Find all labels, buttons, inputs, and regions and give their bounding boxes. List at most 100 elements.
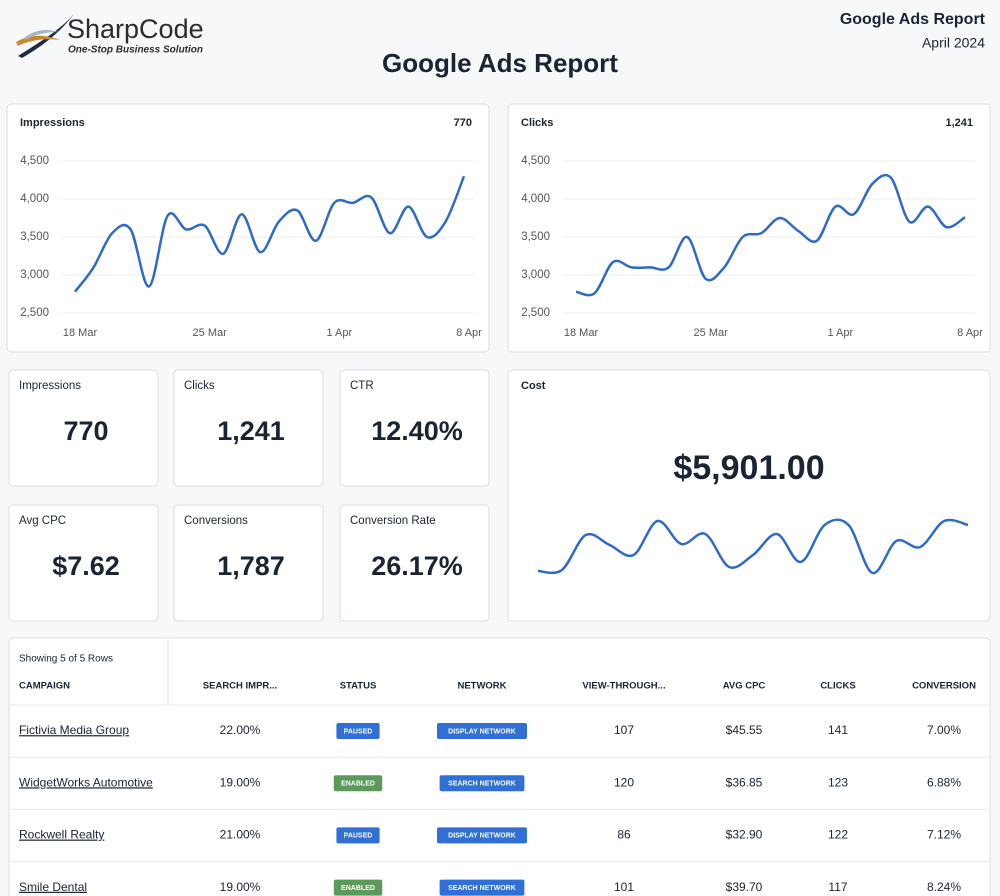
column-header: STATUS — [340, 681, 377, 692]
table-cell: 21.00% — [220, 828, 261, 842]
status-label: ENABLED — [341, 781, 375, 788]
campaign-link[interactable]: Smile Dental — [19, 880, 87, 894]
table-cell: 8.24% — [927, 880, 961, 894]
chart-title: Cost — [521, 380, 546, 392]
table-cell: 7.12% — [927, 828, 961, 842]
network-label: SEARCH NETWORK — [448, 781, 516, 788]
table-cell: 86 — [617, 828, 631, 842]
y-tick-label: 4,500 — [20, 155, 49, 167]
kpi-label: CTR — [350, 380, 374, 392]
column-header: VIEW-THROUGH... — [582, 681, 665, 692]
network-badge — [439, 879, 525, 896]
table-card — [8, 637, 991, 896]
chart-title: Impressions — [20, 117, 85, 129]
kpi-value: 1,241 — [217, 416, 285, 446]
y-tick-label: 3,000 — [20, 269, 49, 281]
network-label: SEARCH NETWORK — [448, 885, 516, 892]
x-tick-label: 25 Mar — [193, 327, 228, 339]
column-header: CAMPAIGN — [19, 681, 70, 692]
x-tick-label: 8 Apr — [456, 327, 482, 339]
y-tick-label: 2,500 — [521, 307, 550, 319]
y-tick-label: 2,500 — [20, 307, 49, 319]
chart-card — [507, 369, 991, 622]
chart-headline: $5,901.00 — [673, 449, 824, 487]
kpi-card — [339, 504, 490, 622]
chart-headline: 770 — [454, 117, 472, 129]
line — [575, 173, 966, 297]
chart-title: Clicks — [521, 117, 553, 129]
chart-card — [6, 103, 490, 353]
kpi-label: Conversion Rate — [350, 515, 436, 527]
status-label: PAUSED — [344, 833, 373, 840]
table-cell: 107 — [614, 723, 634, 737]
logo-tagline: One-Stop Business Solution — [68, 45, 203, 56]
x-tick-label: 18 Mar — [564, 327, 599, 339]
table-cell: 19.00% — [220, 880, 261, 894]
table-cell: $45.55 — [726, 723, 763, 737]
kpi-card — [339, 369, 490, 487]
y-tick-label: 3,000 — [521, 269, 550, 281]
table-cell: $36.85 — [726, 775, 763, 789]
network-label: DISPLAY NETWORK — [448, 833, 516, 840]
column-header: AVG CPC — [723, 681, 766, 692]
y-tick-label: 3,500 — [521, 231, 550, 243]
logo: SharpCode One-Stop Business Solution — [16, 14, 204, 58]
column-header: CLICKS — [820, 681, 855, 692]
status-badge — [333, 879, 383, 896]
table-caption: Showing 5 of 5 Rows — [19, 654, 113, 665]
campaign-link[interactable]: Fictivia Media Group — [19, 723, 129, 737]
network-badge — [439, 775, 525, 792]
chart-headline: 1,241 — [945, 117, 973, 129]
network-badge — [437, 723, 527, 739]
kpi-card — [173, 369, 324, 487]
table-cell: 141 — [828, 723, 848, 737]
status-label: PAUSED — [344, 728, 373, 735]
table-cell: 22.00% — [220, 723, 261, 737]
kpi-card — [173, 504, 324, 622]
table-cell: $39.70 — [726, 880, 763, 894]
table-cell: 117 — [828, 880, 847, 894]
table-cell: $32.90 — [726, 828, 763, 842]
network-label: DISPLAY NETWORK — [448, 728, 516, 735]
kpi-value: 1,787 — [217, 551, 285, 581]
status-badge — [336, 723, 380, 739]
x-tick-label: 1 Apr — [827, 327, 853, 339]
x-tick-label: 18 Mar — [63, 327, 98, 339]
network-badge — [437, 827, 527, 844]
campaign-link[interactable]: WidgetWorks Automotive — [19, 775, 153, 789]
logo-swoosh — [18, 14, 74, 58]
kpi-value: 26.17% — [371, 551, 463, 581]
table-cell: 101 — [614, 880, 634, 894]
logo-brand: SharpCode — [67, 14, 204, 44]
status-badge — [333, 775, 383, 792]
campaign-link[interactable]: Rockwell Realty — [19, 828, 104, 842]
status-badge — [336, 827, 380, 844]
kpi-label: Avg CPC — [19, 515, 66, 527]
x-tick-label: 25 Mar — [694, 327, 729, 339]
kpi-card — [8, 369, 159, 487]
kpi-value: $7.62 — [52, 551, 120, 581]
column-header: SEARCH IMPR... — [203, 681, 277, 692]
kpi-value: 12.40% — [371, 416, 463, 446]
column-header: NETWORK — [457, 681, 506, 692]
status-label: ENABLED — [341, 885, 375, 892]
x-tick-label: 1 Apr — [326, 327, 352, 339]
kpi-card — [8, 504, 159, 622]
logo-wing-light — [24, 30, 58, 40]
y-tick-label: 4,000 — [521, 193, 550, 205]
report-name: Google Ads Report — [840, 11, 986, 28]
report-period: April 2024 — [922, 35, 985, 51]
table-cell: 122 — [828, 828, 848, 842]
line — [74, 175, 466, 293]
report-title: Google Ads Report — [382, 48, 618, 78]
kpi-label: Clicks — [184, 380, 215, 392]
kpi-value: 770 — [63, 416, 108, 446]
table-cell: 123 — [828, 775, 848, 789]
kpi-label: Conversions — [184, 515, 248, 527]
table-cell: 6.88% — [927, 775, 961, 789]
table-cell: 120 — [614, 775, 634, 789]
table-cell: 19.00% — [220, 775, 261, 789]
table-cell: 7.00% — [927, 723, 961, 737]
